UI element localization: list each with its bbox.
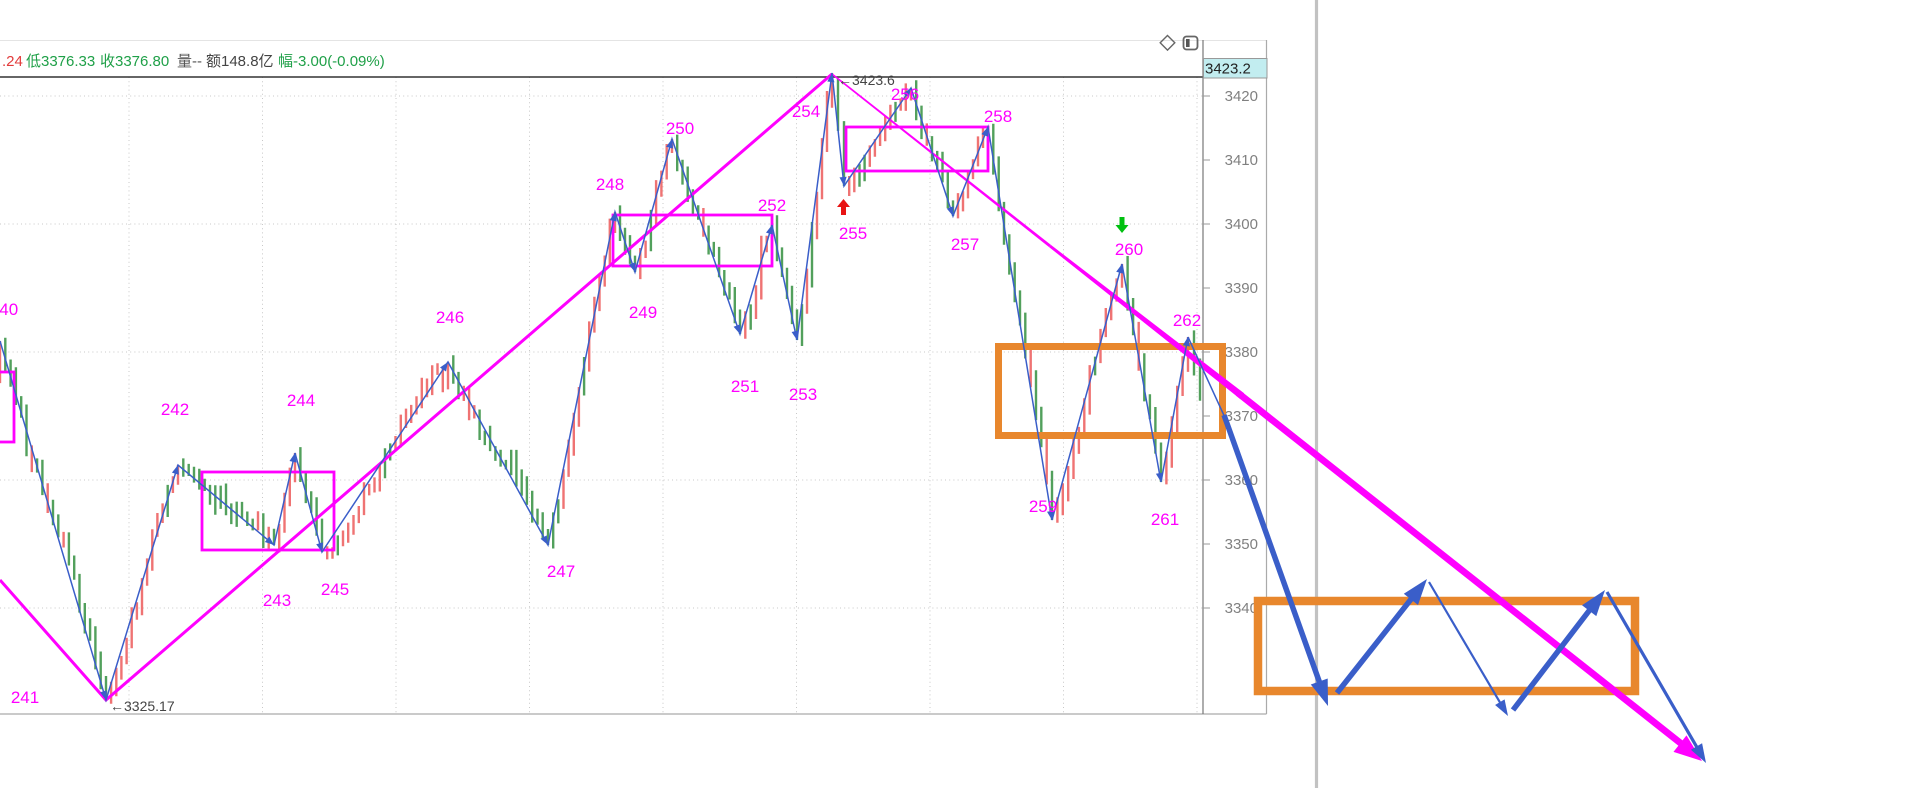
svg-text:258: 258	[984, 107, 1012, 126]
svg-text:3360: 3360	[1225, 472, 1258, 489]
svg-text:额148.8亿: 额148.8亿	[206, 53, 274, 70]
svg-text:←3325.17: ←3325.17	[110, 698, 175, 714]
svg-text:低3376.33: 低3376.33	[26, 53, 95, 70]
svg-text:262: 262	[1173, 311, 1201, 330]
svg-text:254: 254	[792, 102, 820, 121]
svg-text:3380: 3380	[1225, 344, 1258, 361]
svg-text:.24: .24	[2, 53, 23, 70]
svg-text:242: 242	[161, 400, 189, 419]
svg-text:255: 255	[839, 224, 867, 243]
svg-text:249: 249	[629, 303, 657, 322]
svg-text:3423.2: 3423.2	[1205, 61, 1251, 78]
svg-text:收3376.80: 收3376.80	[100, 53, 169, 70]
svg-text:251: 251	[731, 377, 759, 396]
svg-text:256: 256	[891, 85, 919, 104]
svg-text:幅-3.00(-0.09%): 幅-3.00(-0.09%)	[278, 53, 385, 70]
svg-text:3390: 3390	[1225, 280, 1258, 297]
svg-text:←3423.6: ←3423.6	[838, 72, 895, 88]
svg-text:250: 250	[666, 119, 694, 138]
svg-text:252: 252	[758, 196, 786, 215]
svg-text:3410: 3410	[1225, 152, 1258, 169]
svg-text:量--: 量--	[177, 53, 202, 70]
svg-text:3420: 3420	[1225, 88, 1258, 105]
svg-text:240: 240	[0, 300, 18, 319]
svg-text:244: 244	[287, 391, 315, 410]
svg-text:3370: 3370	[1225, 408, 1258, 425]
svg-text:261: 261	[1151, 510, 1179, 529]
svg-text:248: 248	[596, 175, 624, 194]
svg-text:3400: 3400	[1225, 216, 1258, 233]
svg-text:245: 245	[321, 580, 349, 599]
svg-text:257: 257	[951, 235, 979, 254]
svg-text:241: 241	[11, 688, 39, 707]
svg-text:243: 243	[263, 591, 291, 610]
svg-text:259: 259	[1029, 497, 1057, 516]
svg-text:260: 260	[1115, 240, 1143, 259]
svg-text:3350: 3350	[1225, 536, 1258, 553]
svg-text:247: 247	[547, 562, 575, 581]
svg-text:246: 246	[436, 308, 464, 327]
svg-text:3340: 3340	[1225, 600, 1258, 617]
svg-text:253: 253	[789, 385, 817, 404]
